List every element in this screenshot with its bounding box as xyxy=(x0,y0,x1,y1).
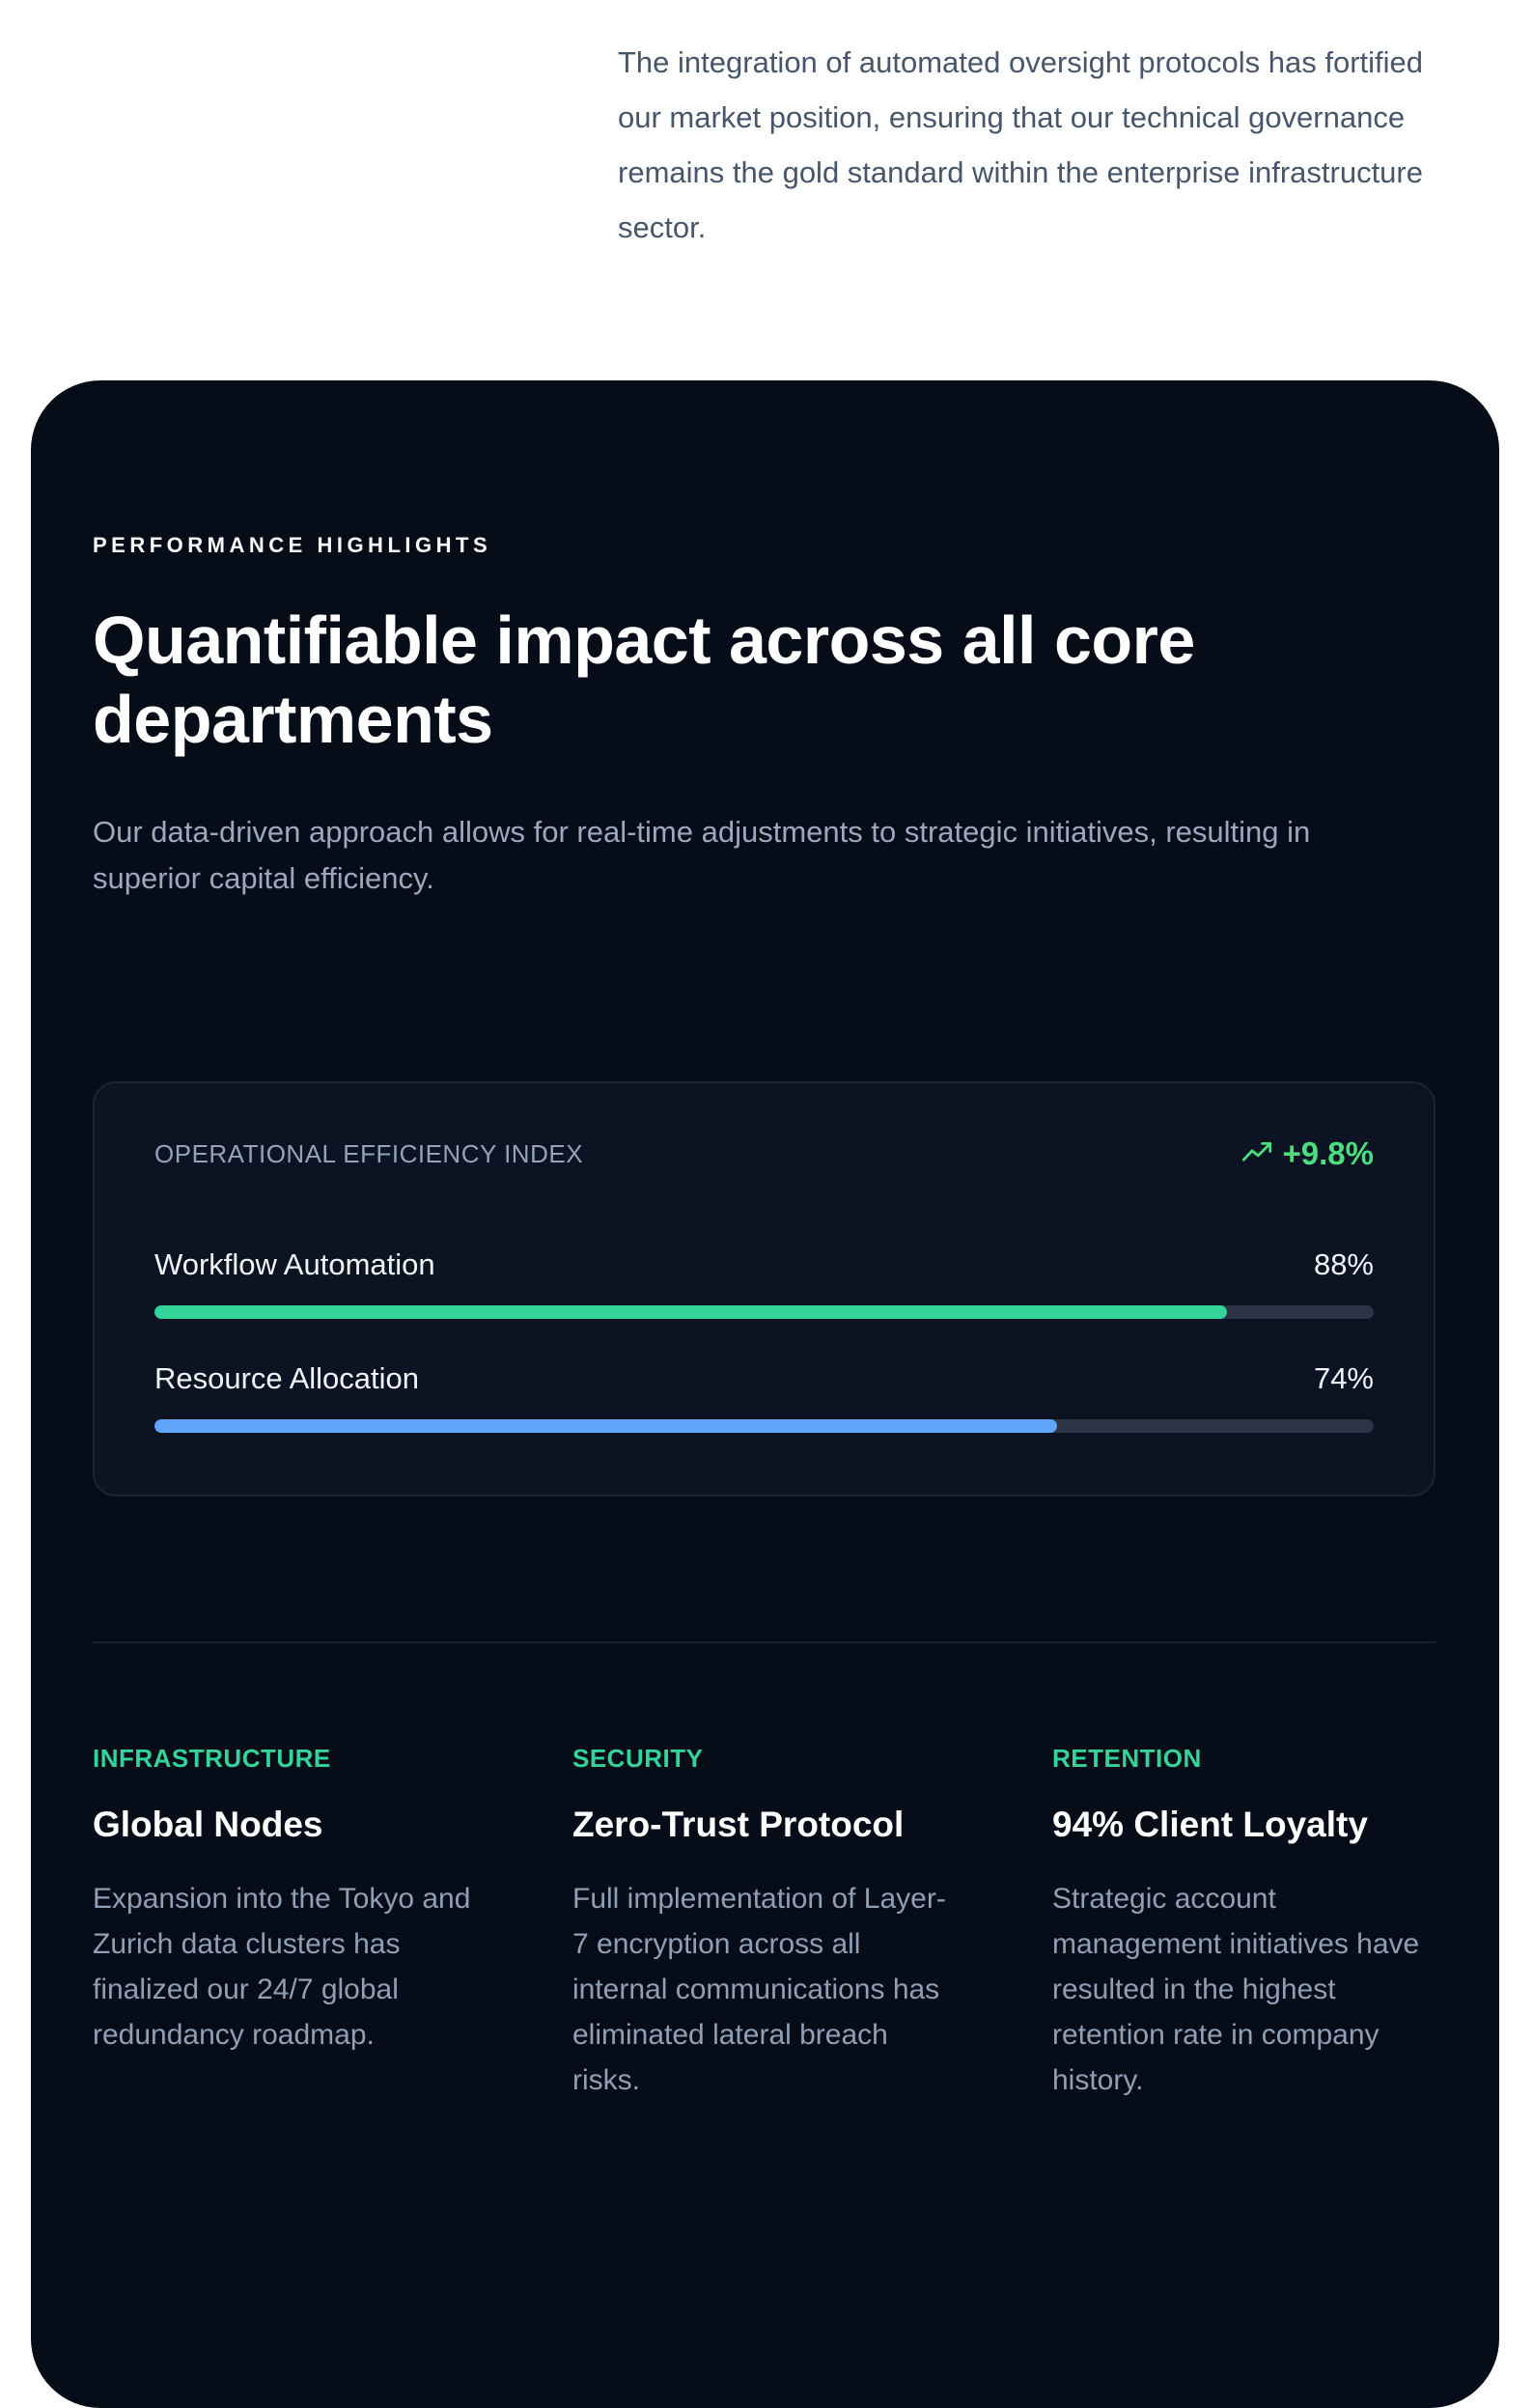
feature-tag: INFRASTRUCTURE xyxy=(93,1744,331,1773)
trend-delta: +9.8% xyxy=(1241,1135,1375,1172)
metric-name: Workflow Automation xyxy=(154,1247,435,1281)
section-eyebrow: PERFORMANCE HIGHLIGHTS xyxy=(93,533,492,557)
feature-column-retention: RETENTION 94% Client Loyalty Strategic a… xyxy=(1052,1744,1435,2103)
progress-track xyxy=(154,1305,1374,1319)
section-subtitle: Our data-driven approach allows for real… xyxy=(93,815,1311,895)
metric-name: Resource Allocation xyxy=(154,1361,419,1395)
progress-fill xyxy=(154,1305,1228,1319)
metric-row: Resource Allocation 74% xyxy=(154,1361,1374,1433)
efficiency-index-panel: OPERATIONAL EFFICIENCY INDEX +9.8% Workf… xyxy=(93,1081,1435,1497)
trending-up-icon xyxy=(1241,1139,1271,1168)
section-title: Quantifiable impact across all core depa… xyxy=(93,602,1195,757)
feature-tag: SECURITY xyxy=(572,1744,704,1773)
panel-label: OPERATIONAL EFFICIENCY INDEX xyxy=(154,1138,584,1168)
feature-title: Zero-Trust Protocol xyxy=(572,1805,905,1844)
card-content: PERFORMANCE HIGHLIGHTS Quantifiable impa… xyxy=(31,380,1499,2103)
panel-header: OPERATIONAL EFFICIENCY INDEX +9.8% xyxy=(154,1135,1374,1172)
feature-tag: RETENTION xyxy=(1052,1744,1202,1773)
performance-highlights-card: PERFORMANCE HIGHLIGHTS Quantifiable impa… xyxy=(31,380,1499,2408)
feature-title: 94% Client Loyalty xyxy=(1052,1805,1368,1844)
feature-columns: INFRASTRUCTURE Global Nodes Expansion in… xyxy=(93,1744,1435,2103)
feature-column-infrastructure: INFRASTRUCTURE Global Nodes Expansion in… xyxy=(93,1744,476,2103)
intro-paragraph: The integration of automated oversight p… xyxy=(618,45,1424,244)
feature-body: Expansion into the Tokyo and Zurich data… xyxy=(93,1883,471,2051)
metric-value: 88% xyxy=(1313,1247,1374,1281)
feature-body: Strategic account management initiatives… xyxy=(1052,1883,1420,2096)
progress-track xyxy=(154,1419,1374,1433)
metric-row: Workflow Automation 88% xyxy=(154,1247,1374,1319)
progress-fill xyxy=(154,1419,1057,1433)
feature-column-security: SECURITY Zero-Trust Protocol Full implem… xyxy=(572,1744,956,2103)
delta-value: +9.8% xyxy=(1282,1135,1375,1171)
feature-body: Full implementation of Layer-7 encryptio… xyxy=(572,1883,946,2096)
section-divider xyxy=(93,1641,1435,1643)
feature-title: Global Nodes xyxy=(93,1805,323,1844)
metric-value: 74% xyxy=(1313,1361,1374,1395)
